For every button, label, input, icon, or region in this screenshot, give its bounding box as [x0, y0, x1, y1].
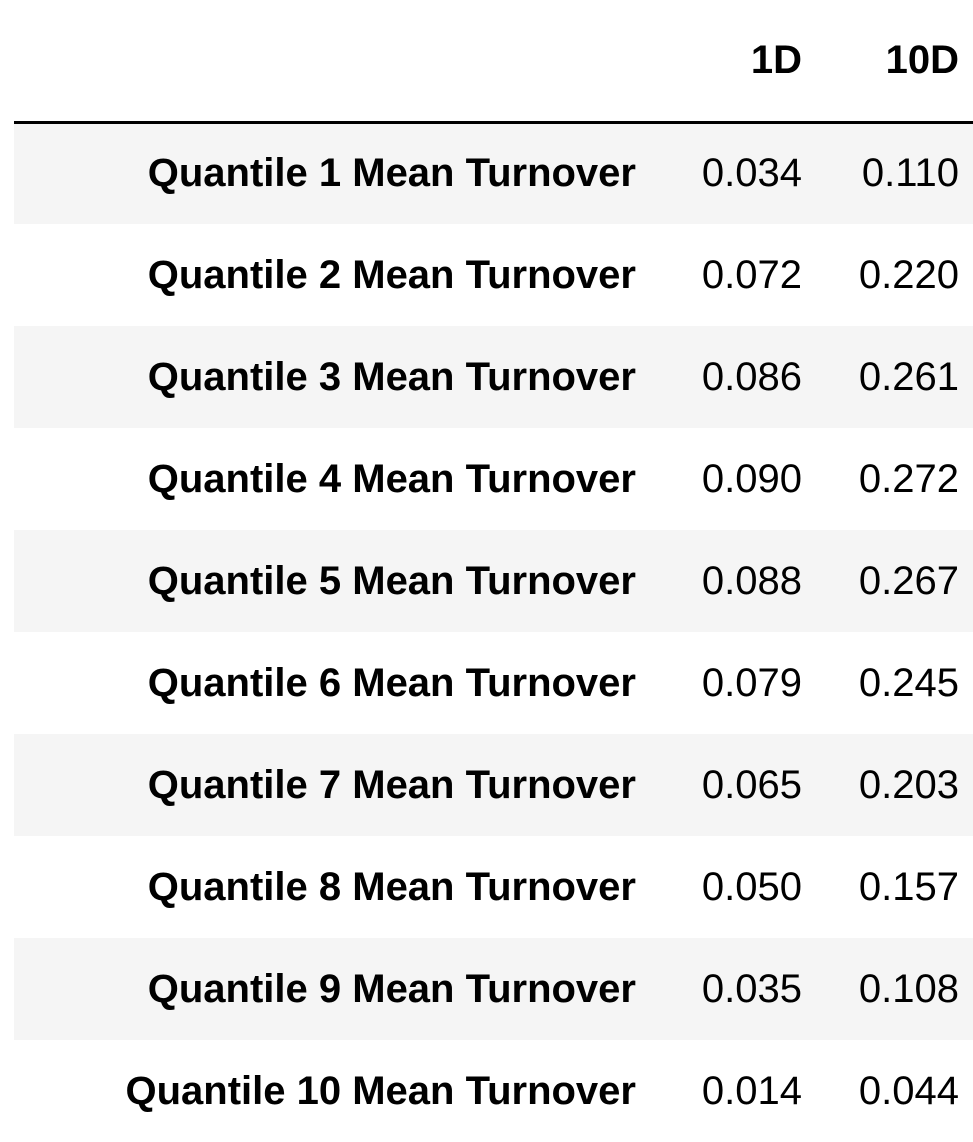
column-header-1d: 1D: [646, 0, 816, 124]
cell-10d: 0.261: [858, 354, 959, 399]
table-row: Quantile 5 Mean Turnover 0.088 0.267: [14, 530, 973, 632]
table-row: Quantile 6 Mean Turnover 0.079 0.245: [14, 632, 973, 734]
table-row: Quantile 4 Mean Turnover 0.090 0.272: [14, 428, 973, 530]
header-row: 1D 10D: [14, 0, 973, 124]
table-row: Quantile 10 Mean Turnover 0.014 0.044: [14, 1040, 973, 1142]
cell-1d: 0.014: [701, 1068, 802, 1113]
row-label: Quantile 2 Mean Turnover: [147, 252, 636, 297]
table-row: Quantile 1 Mean Turnover 0.034 0.110: [14, 122, 973, 224]
table-row: Quantile 3 Mean Turnover 0.086 0.261: [14, 326, 973, 428]
cell-10d: 0.267: [858, 558, 959, 603]
row-label: Quantile 1 Mean Turnover: [147, 151, 636, 196]
cell-10d: 0.110: [861, 151, 959, 196]
cell-1d: 0.050: [701, 864, 802, 909]
cell-1d: 0.035: [701, 966, 802, 1011]
row-label: Quantile 4 Mean Turnover: [147, 456, 636, 501]
cell-1d: 0.072: [701, 252, 802, 297]
cell-10d: 0.108: [858, 966, 959, 1011]
cell-10d: 0.203: [858, 762, 959, 807]
cell-1d: 0.090: [701, 456, 802, 501]
column-header-index: [14, 0, 646, 124]
cell-10d: 0.272: [858, 456, 959, 501]
cell-10d: 0.220: [858, 252, 959, 297]
row-label: Quantile 8 Mean Turnover: [147, 864, 636, 909]
table-row: Quantile 2 Mean Turnover 0.072 0.220: [14, 224, 973, 326]
table-row: Quantile 8 Mean Turnover 0.050 0.157: [14, 836, 973, 938]
cell-10d: 0.245: [858, 660, 959, 705]
dataframe-output: 1D 10D Quantile 1 Mean Turnover 0.034 0.…: [14, 0, 973, 1142]
row-label: Quantile 6 Mean Turnover: [147, 660, 636, 705]
table-row: Quantile 9 Mean Turnover 0.035 0.108: [14, 938, 973, 1040]
table-row: Quantile 7 Mean Turnover 0.065 0.203: [14, 734, 973, 836]
cell-1d: 0.065: [701, 762, 802, 807]
column-header-10d: 10D: [816, 0, 973, 124]
cell-1d: 0.079: [701, 660, 802, 705]
cell-1d: 0.086: [701, 354, 802, 399]
table-body: Quantile 1 Mean Turnover 0.034 0.110 Qua…: [14, 122, 973, 1142]
row-label: Quantile 10 Mean Turnover: [125, 1068, 637, 1113]
cell-1d: 0.088: [701, 558, 802, 603]
row-label: Quantile 9 Mean Turnover: [147, 966, 636, 1011]
table-header: 1D 10D: [14, 0, 973, 124]
row-label: Quantile 7 Mean Turnover: [147, 762, 636, 807]
cell-10d: 0.157: [858, 864, 959, 909]
turnover-table: 1D 10D Quantile 1 Mean Turnover 0.034 0.…: [14, 0, 973, 1142]
cell-10d: 0.044: [858, 1068, 959, 1113]
row-label: Quantile 3 Mean Turnover: [147, 354, 636, 399]
row-label: Quantile 5 Mean Turnover: [147, 558, 636, 603]
cell-1d: 0.034: [701, 151, 802, 196]
